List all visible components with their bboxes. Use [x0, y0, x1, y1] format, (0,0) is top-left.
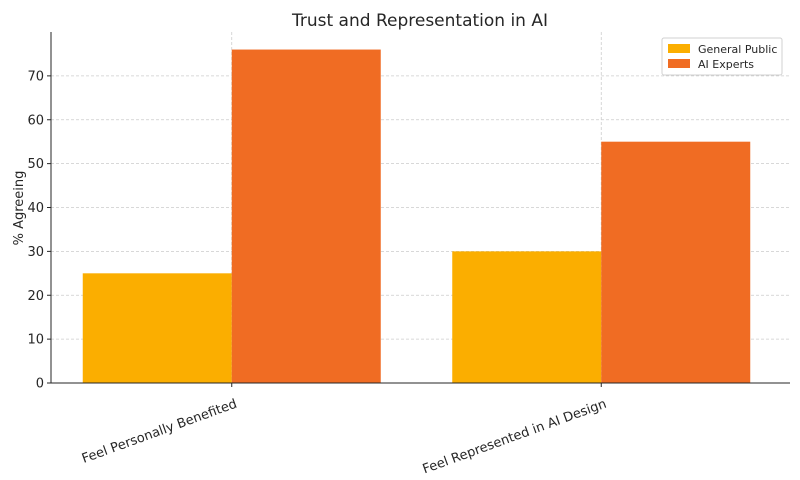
- y-axis-label: % Agreeing: [12, 171, 27, 246]
- legend-label: AI Experts: [698, 58, 754, 71]
- legend: General Public AI Experts: [661, 37, 783, 76]
- legend-label: General Public: [698, 43, 777, 56]
- y-tick-label: 50: [27, 157, 44, 172]
- legend-swatch: [668, 44, 690, 53]
- y-tick-label: 70: [27, 69, 44, 84]
- y-tick-label: 30: [27, 245, 44, 260]
- legend-frame: [661, 37, 783, 76]
- bar-general-public: [82, 273, 232, 383]
- legend-swatch: [668, 59, 690, 68]
- x-tick-label: Feel Represented in AI Design: [421, 397, 609, 478]
- bar-general-public: [452, 251, 602, 383]
- y-tick-label: 0: [36, 377, 44, 392]
- y-tick-label: 60: [27, 113, 44, 128]
- y-tick-label: 20: [27, 289, 44, 304]
- y-tick-label: 10: [27, 333, 44, 348]
- bar-ai-experts: [231, 49, 381, 384]
- bar-ai-experts: [601, 141, 751, 383]
- y-tick-label: 40: [27, 201, 44, 216]
- bars: [82, 49, 751, 384]
- chart-title: Trust and Representation in AI: [291, 11, 548, 31]
- x-tick-label: Feel Personally Benefited: [80, 397, 239, 467]
